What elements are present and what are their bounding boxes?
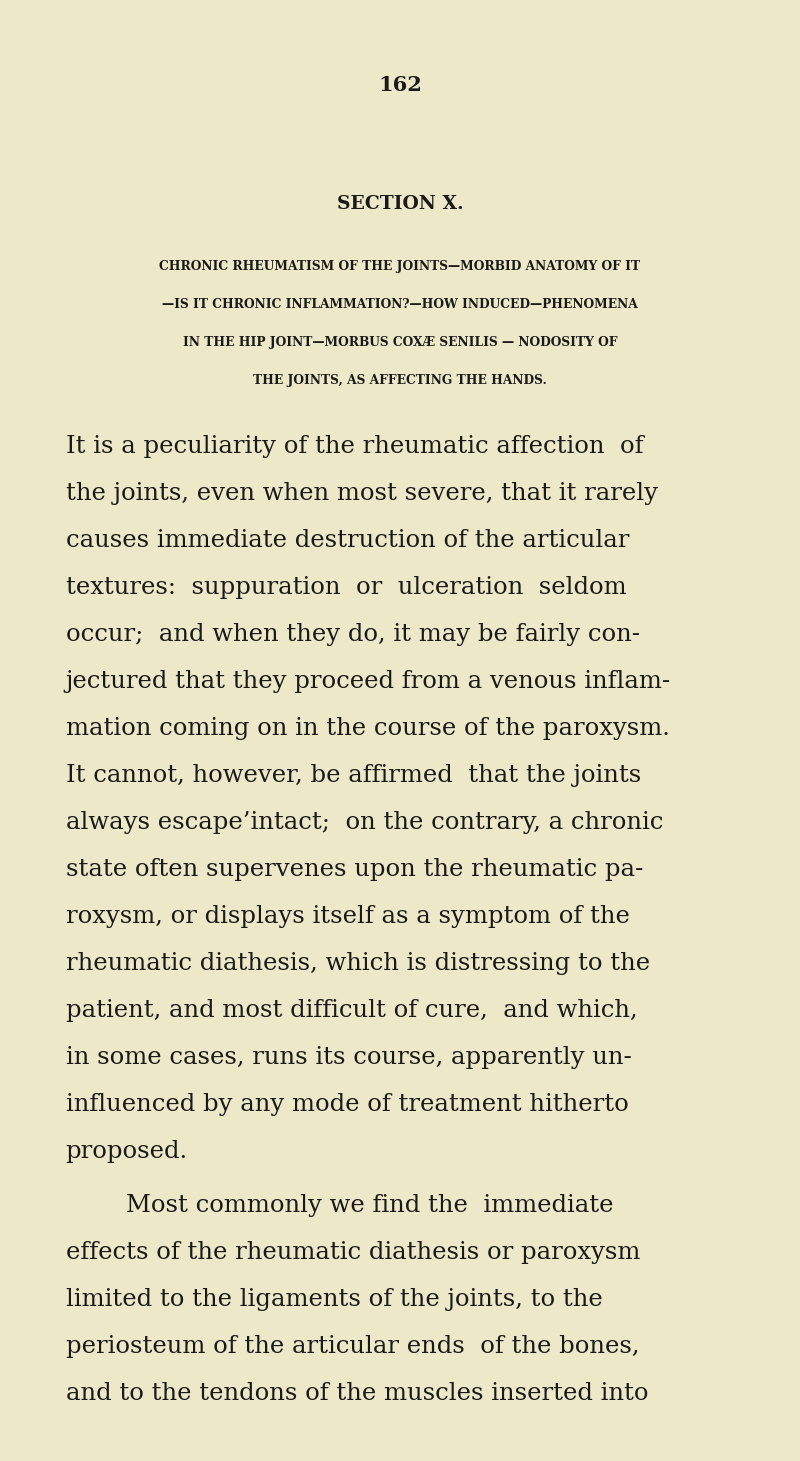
Text: Most commonly we find the  immediate: Most commonly we find the immediate <box>126 1194 613 1217</box>
Text: It cannot, however, be affirmed  that the joints: It cannot, however, be affirmed that the… <box>66 764 641 787</box>
Text: occur;  and when they do, it may be fairly con-: occur; and when they do, it may be fairl… <box>66 622 640 646</box>
Text: always escape’intact;  on the contrary, a chronic: always escape’intact; on the contrary, a… <box>66 811 663 834</box>
Text: textures:  suppuration  or  ulceration  seldom: textures: suppuration or ulceration seld… <box>66 576 626 599</box>
Text: and to the tendons of the muscles inserted into: and to the tendons of the muscles insert… <box>66 1382 648 1405</box>
Text: proposed.: proposed. <box>66 1140 188 1163</box>
Text: mation coming on in the course of the paroxysm.: mation coming on in the course of the pa… <box>66 717 670 741</box>
Text: effects of the rheumatic diathesis or paroxysm: effects of the rheumatic diathesis or pa… <box>66 1240 640 1264</box>
Text: —IS IT CHRONIC INFLAMMATION?—HOW INDUCED—PHENOMENA: —IS IT CHRONIC INFLAMMATION?—HOW INDUCED… <box>162 298 638 311</box>
Text: CHRONIC RHEUMATISM OF THE JOINTS—MORBID ANATOMY OF IT: CHRONIC RHEUMATISM OF THE JOINTS—MORBID … <box>159 260 641 273</box>
Text: limited to the ligaments of the joints, to the: limited to the ligaments of the joints, … <box>66 1289 602 1311</box>
Text: the joints, even when most severe, that it rarely: the joints, even when most severe, that … <box>66 482 658 506</box>
Text: in some cases, runs its course, apparently un-: in some cases, runs its course, apparent… <box>66 1046 631 1069</box>
Text: periosteum of the articular ends  of the bones,: periosteum of the articular ends of the … <box>66 1335 639 1359</box>
Text: patient, and most difficult of cure,  and which,: patient, and most difficult of cure, and… <box>66 999 638 1023</box>
Text: SECTION X.: SECTION X. <box>337 194 463 213</box>
Text: 162: 162 <box>378 75 422 95</box>
Text: It is a peculiarity of the rheumatic affection  of: It is a peculiarity of the rheumatic aff… <box>66 435 643 457</box>
Text: influenced by any mode of treatment hitherto: influenced by any mode of treatment hith… <box>66 1093 628 1116</box>
Text: roxysm, or displays itself as a symptom of the: roxysm, or displays itself as a symptom … <box>66 904 630 928</box>
Text: IN THE HIP JOINT—MORBUS COXÆ SENILIS — NODOSITY OF: IN THE HIP JOINT—MORBUS COXÆ SENILIS — N… <box>182 336 618 349</box>
Text: jectured that they proceed from a venous inflam-: jectured that they proceed from a venous… <box>66 671 671 693</box>
Text: THE JOINTS, AS AFFECTING THE HANDS.: THE JOINTS, AS AFFECTING THE HANDS. <box>253 374 547 387</box>
Text: causes immediate destruction of the articular: causes immediate destruction of the arti… <box>66 529 629 552</box>
Text: state often supervenes upon the rheumatic pa-: state often supervenes upon the rheumati… <box>66 858 643 881</box>
Text: rheumatic diathesis, which is distressing to the: rheumatic diathesis, which is distressin… <box>66 953 650 974</box>
